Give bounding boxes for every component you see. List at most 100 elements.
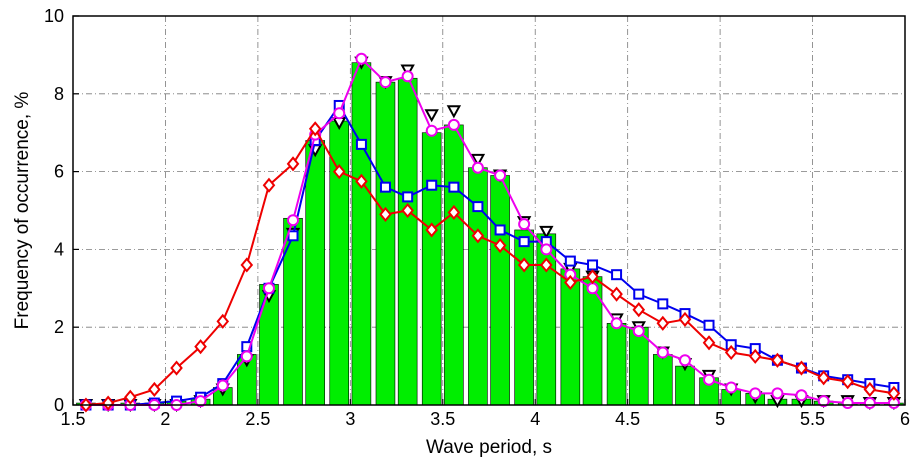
circle-marker — [401, 70, 414, 83]
square-marker — [587, 259, 599, 271]
bar — [397, 77, 418, 406]
circle-marker — [703, 373, 716, 386]
circle-marker — [447, 118, 460, 131]
square-marker — [355, 138, 367, 150]
x-tick-label: 4 — [530, 409, 540, 429]
plot-frame — [72, 15, 906, 406]
diamond-marker — [355, 173, 368, 189]
diamond-marker — [610, 286, 623, 302]
y-tick-label: 10 — [44, 6, 64, 26]
diamond-marker — [702, 335, 716, 351]
diamond-marker — [101, 395, 115, 411]
circle-marker — [425, 124, 438, 137]
square-marker — [657, 298, 669, 310]
diamond-marker — [493, 237, 507, 254]
y-tick-label: 4 — [54, 239, 64, 259]
square-marker — [494, 224, 506, 236]
circle-marker — [355, 52, 368, 65]
square-marker — [703, 319, 715, 331]
diamond-marker — [586, 269, 599, 285]
diamond-marker — [308, 121, 322, 137]
y-axis-label: Frequency of occurrence, % — [12, 92, 33, 330]
circle-marker — [379, 76, 392, 89]
bar — [283, 217, 303, 406]
series-diamond — [79, 121, 901, 413]
circle-marker — [586, 282, 599, 295]
circle-marker — [494, 169, 507, 182]
x-tick-label: 5 — [715, 409, 725, 429]
diamond-marker — [170, 360, 183, 376]
diamond-marker — [379, 206, 392, 222]
diamond-marker — [724, 344, 738, 361]
square-marker — [402, 191, 414, 203]
x-tick-label: 6 — [900, 409, 910, 429]
circle-marker — [863, 397, 876, 410]
diamond-marker — [240, 257, 254, 273]
x-tick-label: 2 — [160, 409, 170, 429]
x-axis-label: Wave period, s — [426, 437, 552, 458]
diamond-marker — [678, 311, 692, 327]
bar — [582, 276, 603, 406]
diamond-marker — [471, 228, 485, 244]
triangle-marker — [470, 153, 486, 168]
triangle-marker — [539, 225, 554, 239]
square-marker — [426, 179, 438, 191]
bar — [421, 132, 442, 406]
diamond-marker — [748, 348, 762, 364]
bar — [490, 175, 510, 406]
series-group — [78, 52, 902, 413]
x-tick-label: 3 — [345, 409, 355, 429]
x-tick-label: 3.5 — [430, 409, 455, 429]
bar — [375, 81, 396, 406]
diamond-marker — [262, 177, 276, 193]
diamond-marker — [286, 156, 300, 172]
bar — [675, 365, 695, 406]
square-marker — [564, 255, 576, 267]
circle-marker — [610, 317, 623, 330]
diamond-marker — [425, 222, 438, 238]
circle-marker — [471, 161, 484, 174]
square-marker — [472, 201, 484, 213]
x-tick-label: 5.5 — [800, 409, 825, 429]
circle-marker — [749, 387, 762, 400]
circle-marker — [262, 282, 275, 295]
diamond-marker — [863, 381, 877, 398]
diamond-marker — [632, 302, 646, 318]
circle-marker — [795, 389, 808, 402]
circle-marker — [240, 350, 253, 363]
x-tick-label: 4.5 — [615, 409, 640, 429]
circle-marker — [656, 346, 669, 359]
bar — [444, 124, 464, 406]
circle-marker — [540, 243, 553, 256]
bar — [351, 62, 372, 406]
circle-marker — [632, 325, 645, 338]
circle-marker — [678, 354, 691, 367]
circle-marker — [333, 107, 346, 120]
square-marker — [518, 236, 530, 248]
circle-marker — [725, 381, 738, 394]
bar — [653, 354, 673, 406]
y-tick-label: 6 — [54, 162, 64, 182]
y-tick-label: 8 — [54, 84, 64, 104]
diamond-marker — [841, 374, 854, 390]
y-tick-label: 0 — [54, 395, 64, 415]
bar — [305, 140, 325, 406]
triangle-marker — [446, 105, 462, 119]
circle-marker — [216, 379, 229, 392]
x-tick-label: 1.5 — [60, 409, 85, 429]
square-marker — [287, 230, 299, 242]
diamond-marker — [540, 257, 553, 273]
diamond-marker — [148, 381, 161, 398]
circle-marker — [817, 395, 830, 408]
diamond-marker — [194, 339, 207, 355]
circle-marker — [287, 214, 300, 227]
circle-marker — [518, 218, 531, 231]
diamond-marker — [887, 385, 901, 401]
circle-marker — [771, 387, 784, 400]
diamond-marker — [817, 370, 830, 386]
bar — [514, 229, 534, 406]
square-marker — [611, 269, 623, 281]
bar — [628, 326, 649, 406]
